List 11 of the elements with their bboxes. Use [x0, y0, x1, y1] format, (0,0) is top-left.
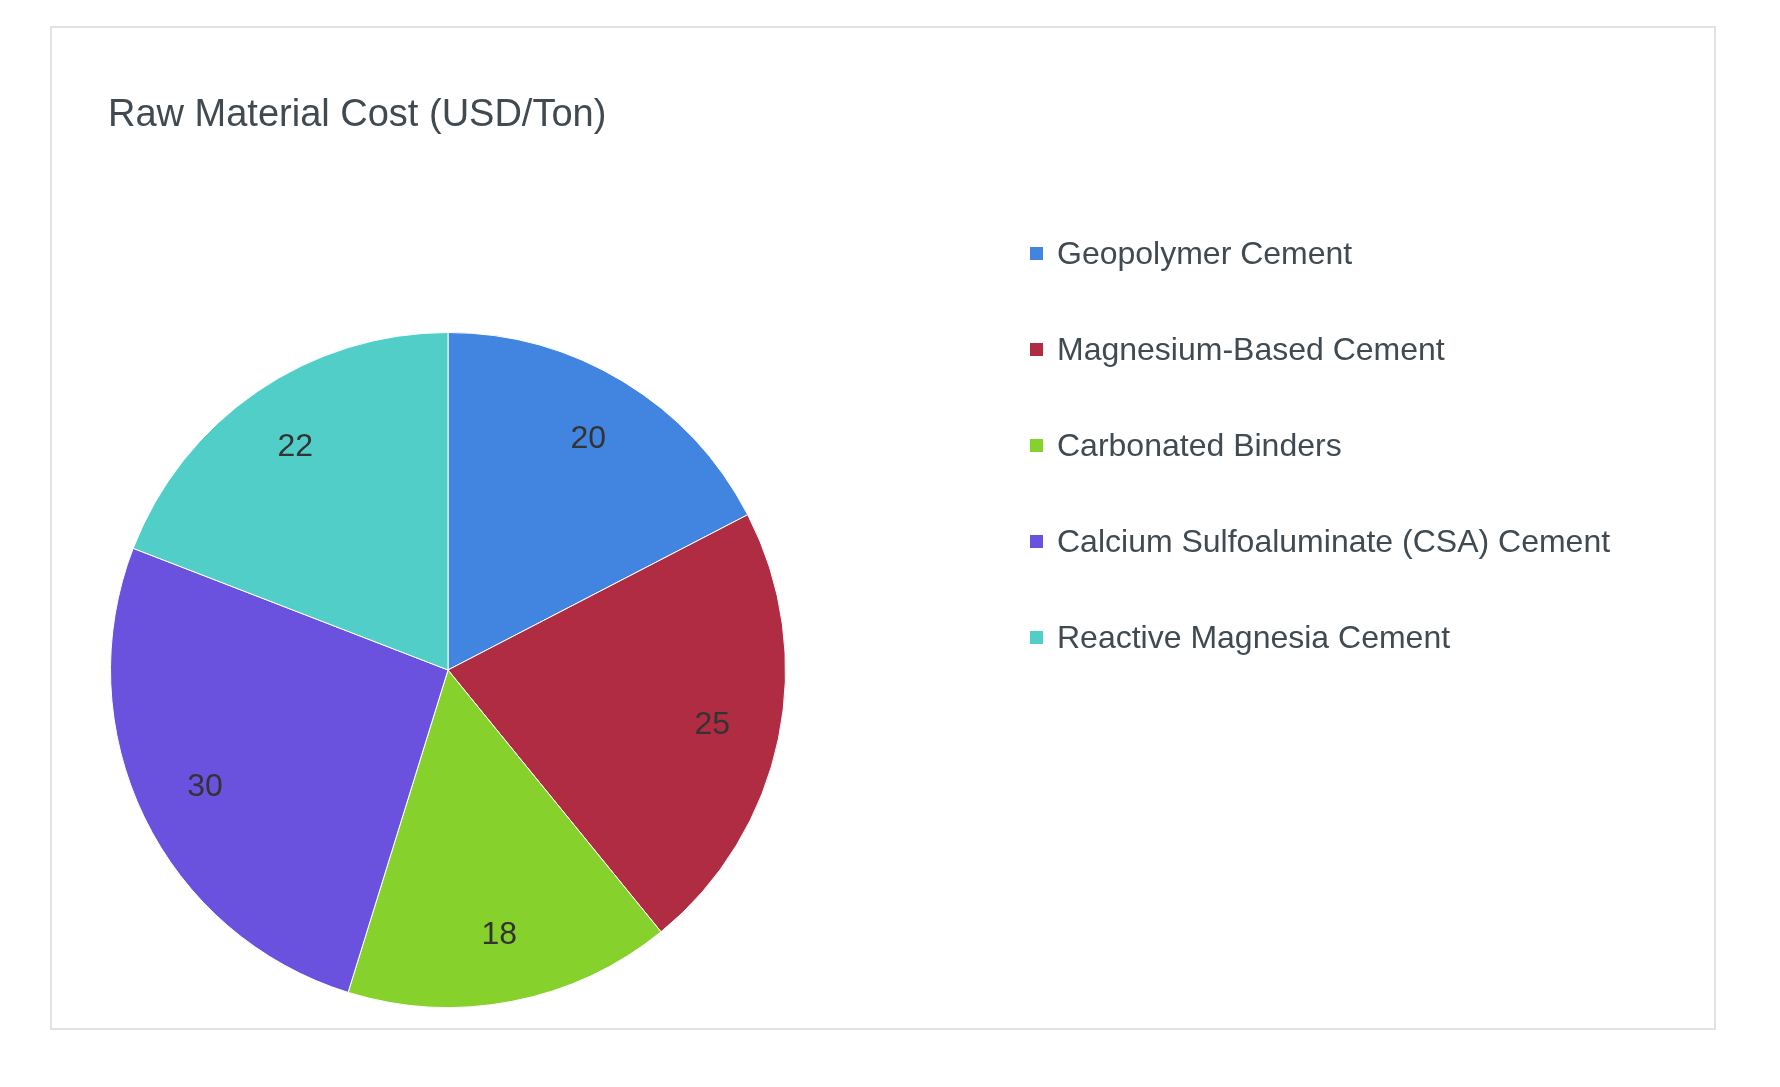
- chart-title: Raw Material Cost (USD/Ton): [108, 92, 607, 135]
- data-label: 20: [570, 419, 607, 456]
- legend-label: Magnesium-Based Cement: [1057, 330, 1445, 368]
- legend-label: Reactive Magnesia Cement: [1057, 618, 1451, 656]
- data-label: 22: [277, 427, 314, 464]
- data-label: 30: [187, 767, 223, 804]
- data-label: 18: [481, 914, 518, 951]
- data-label: 25: [694, 704, 731, 741]
- legend-label: Calcium Sulfoaluminate (CSA) Cement: [1057, 522, 1611, 560]
- legend-label: Carbonated Binders: [1057, 426, 1342, 464]
- legend-label: Geopolymer Cement: [1057, 234, 1353, 272]
